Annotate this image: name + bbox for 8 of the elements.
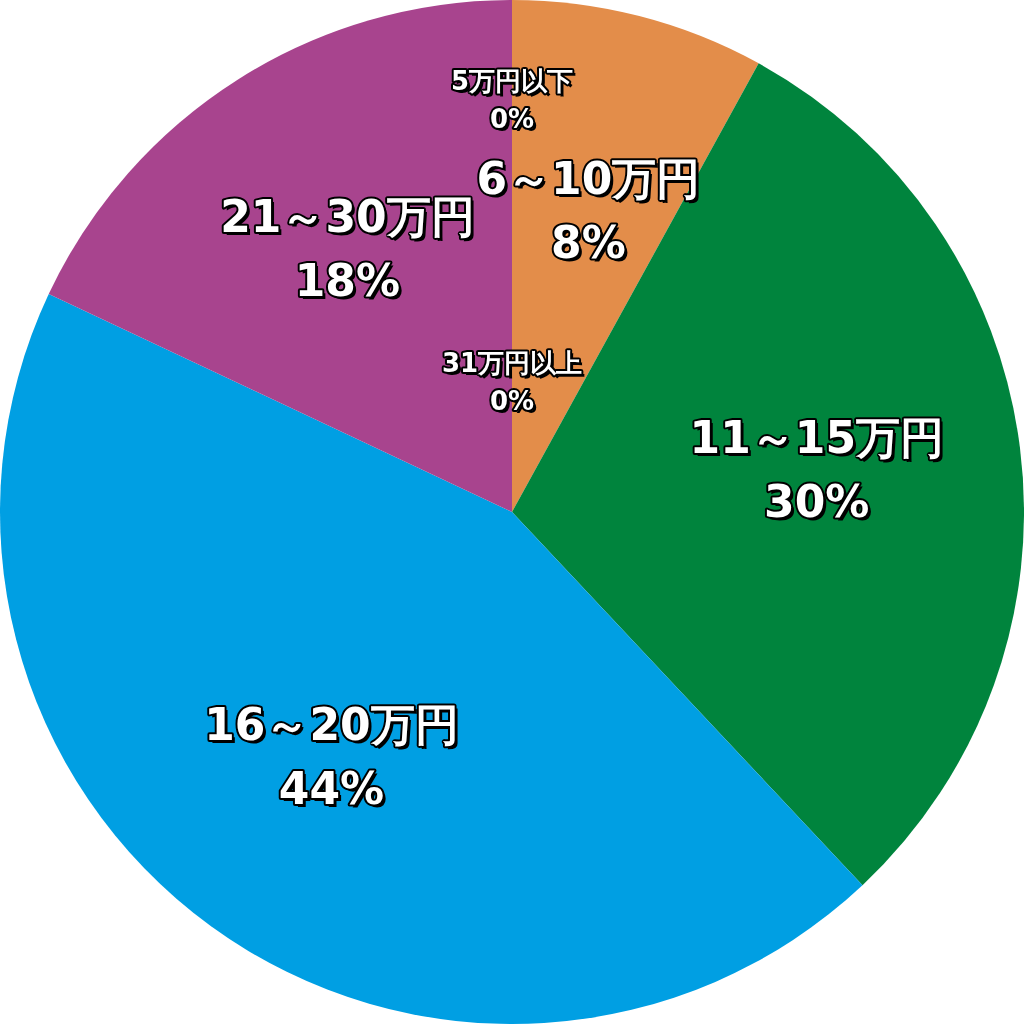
data-label: 44%: [281, 765, 388, 817]
category-label: 31万円以上: [441, 347, 583, 378]
category-label: 5万円以下: [450, 66, 574, 97]
data-label: 30%: [767, 478, 873, 530]
data-label: 8%: [554, 219, 629, 271]
text: 0%: [489, 385, 535, 416]
text: 0%: [489, 104, 535, 134]
data-label: 18%: [297, 257, 404, 309]
